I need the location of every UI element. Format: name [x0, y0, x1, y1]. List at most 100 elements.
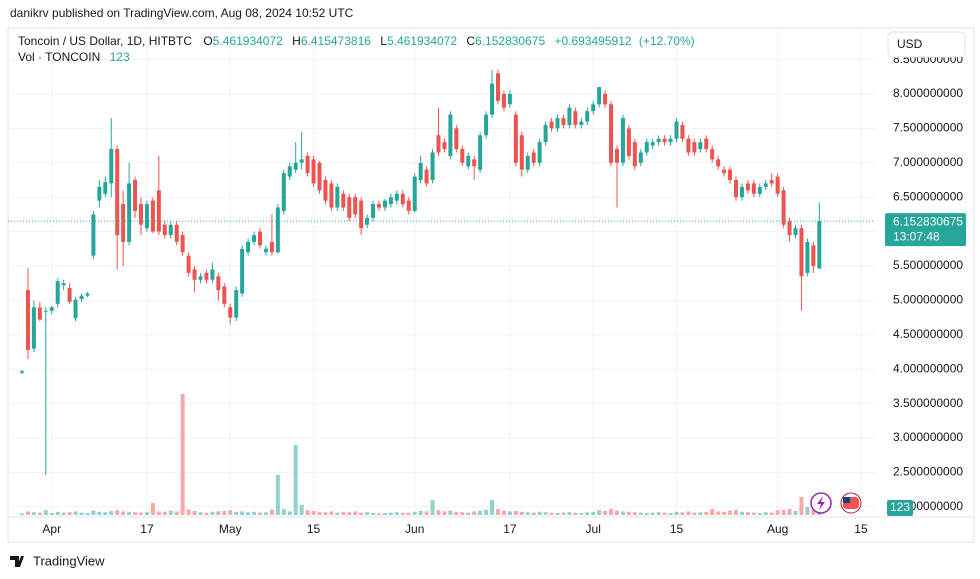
candle-body [626, 128, 631, 156]
candle-body [787, 221, 792, 236]
volume-bar [728, 510, 733, 515]
x-tick-label: 15 [307, 522, 321, 536]
volume-bar [210, 511, 215, 515]
volume-bar [615, 510, 619, 515]
candle-body [478, 135, 483, 170]
volume-bar [97, 511, 102, 515]
candle-body [103, 182, 108, 194]
candle-body [61, 283, 66, 286]
volume-bar [109, 511, 114, 515]
candle-body [37, 307, 42, 320]
candle-body [525, 155, 530, 170]
y-tick-label: 4.000000000 [893, 361, 963, 375]
candle-body [150, 200, 155, 232]
candle-body [222, 286, 227, 304]
candle-body [603, 93, 608, 105]
candle-body [246, 241, 251, 253]
candle-body [424, 169, 429, 184]
candle-body [549, 121, 554, 129]
volume-bar [531, 512, 536, 515]
volume-bar [745, 512, 750, 515]
volume-bar [484, 509, 489, 515]
candle-body [258, 231, 262, 246]
volume-bar [454, 511, 459, 515]
volume-bar [365, 512, 370, 515]
currency-label[interactable]: USD [897, 37, 923, 51]
candle-body [234, 290, 239, 318]
volume-bar [722, 511, 727, 515]
candle-body [472, 159, 477, 167]
candle-body [597, 87, 602, 105]
volume-bar [638, 512, 643, 515]
candle-body [466, 155, 471, 167]
volume-bar [436, 510, 441, 515]
y-tick-label: 7.000000000 [893, 155, 963, 169]
volume-bar [20, 513, 24, 515]
grid [8, 30, 875, 515]
candle-body [287, 166, 292, 177]
volume-bar [168, 510, 173, 515]
volume-bar [103, 512, 108, 515]
change-percent: (+12.70%) [639, 34, 695, 48]
volume-bar [67, 512, 72, 515]
volume-bar [507, 511, 512, 515]
logo-mark [10, 556, 24, 567]
candle-body [109, 149, 114, 184]
volume-bar [31, 512, 36, 515]
volume-bar [305, 510, 310, 515]
candle-body [513, 114, 518, 163]
lightning [817, 496, 825, 510]
volume-bar [341, 511, 346, 515]
candle-body [115, 149, 120, 236]
candle-body [49, 307, 54, 311]
candle-body [781, 190, 786, 225]
candle-body [638, 152, 643, 163]
candle-body [365, 217, 370, 225]
volume-bar [501, 510, 506, 515]
close-label: C [466, 34, 475, 48]
candle-body [174, 224, 179, 242]
volume-bar [573, 512, 578, 515]
x-tick-label: 17 [503, 522, 517, 536]
candle-body [204, 272, 209, 280]
volume-bar [424, 511, 429, 515]
volume-bar [668, 513, 673, 515]
currency-button[interactable] [887, 31, 966, 58]
volume-bar [228, 510, 233, 515]
candle-body [412, 176, 417, 211]
candle-body [763, 183, 768, 187]
volume-bar [472, 511, 477, 515]
volume-bar [567, 512, 572, 515]
volume-bar [49, 513, 54, 515]
y-tick-label: 7.500000000 [893, 121, 963, 135]
volume-bar [543, 512, 548, 515]
volume-value: 123 [110, 50, 130, 64]
candle-body [335, 186, 340, 208]
candle-body [198, 276, 203, 280]
candle-body [537, 142, 542, 163]
candle-body [442, 142, 447, 150]
candle-body [799, 228, 804, 277]
candle-body [644, 142, 649, 153]
footer-logo: TradingView [10, 553, 105, 568]
candle-body [484, 114, 489, 136]
volume-bar [698, 512, 703, 515]
candle-body [55, 281, 60, 304]
volume-bar [513, 511, 518, 515]
candle-body [519, 135, 524, 170]
volume-bar [91, 510, 96, 515]
candle-body [281, 173, 286, 211]
volume-bar [644, 513, 649, 515]
volume-bar [674, 511, 679, 515]
volume-bar [650, 512, 655, 515]
volume-bar [240, 511, 245, 515]
volume-bar [388, 512, 393, 515]
change-value: +0.693495912 [554, 34, 631, 48]
candle-body [573, 111, 578, 125]
flag-canton [843, 497, 850, 503]
volume-bar [204, 512, 209, 515]
volume-bar [287, 511, 292, 515]
candle-body [180, 235, 185, 253]
candle-body [353, 197, 358, 215]
volume-bar [496, 509, 500, 515]
